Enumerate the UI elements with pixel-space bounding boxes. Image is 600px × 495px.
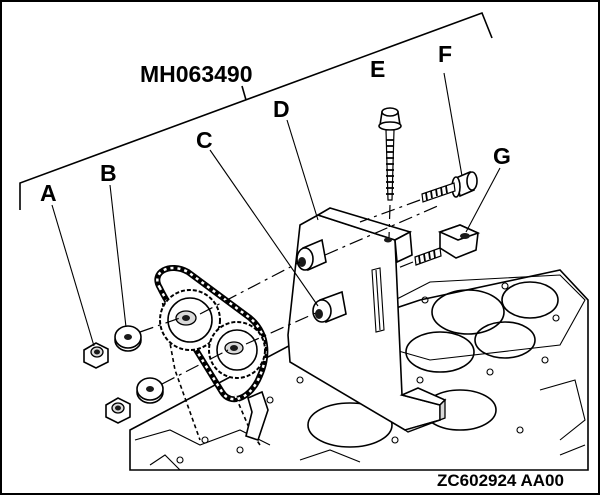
tool-spacer-upper: [296, 238, 327, 272]
tool-bracket: [19, 11, 493, 210]
label-g: G: [493, 143, 511, 169]
upper-sprocket: [159, 289, 221, 351]
assembly-centerlines: [139, 204, 441, 385]
label-f: F: [438, 41, 452, 67]
tool-plate: [287, 207, 447, 433]
nut-a-upper: [83, 342, 109, 369]
label-d: D: [273, 96, 290, 122]
washer-b-upper: [114, 325, 142, 352]
label-e: E: [370, 56, 385, 82]
tool-spacer-lower: [312, 290, 347, 324]
leader-lines: [51, 72, 501, 347]
figure-id-label: ZC602924 AA00: [437, 471, 564, 490]
washer-lower: [136, 377, 164, 404]
bolt-g: [397, 224, 481, 269]
label-b: B: [100, 160, 117, 186]
bolt-f: [359, 170, 478, 223]
chain-guide: [245, 390, 269, 442]
bolt-e: [378, 107, 402, 239]
label-c: C: [196, 127, 213, 153]
lower-sprocket: [208, 321, 266, 379]
label-a: A: [40, 180, 57, 206]
nut-lower: [105, 397, 131, 424]
tool-code-label: MH063490: [140, 61, 253, 87]
